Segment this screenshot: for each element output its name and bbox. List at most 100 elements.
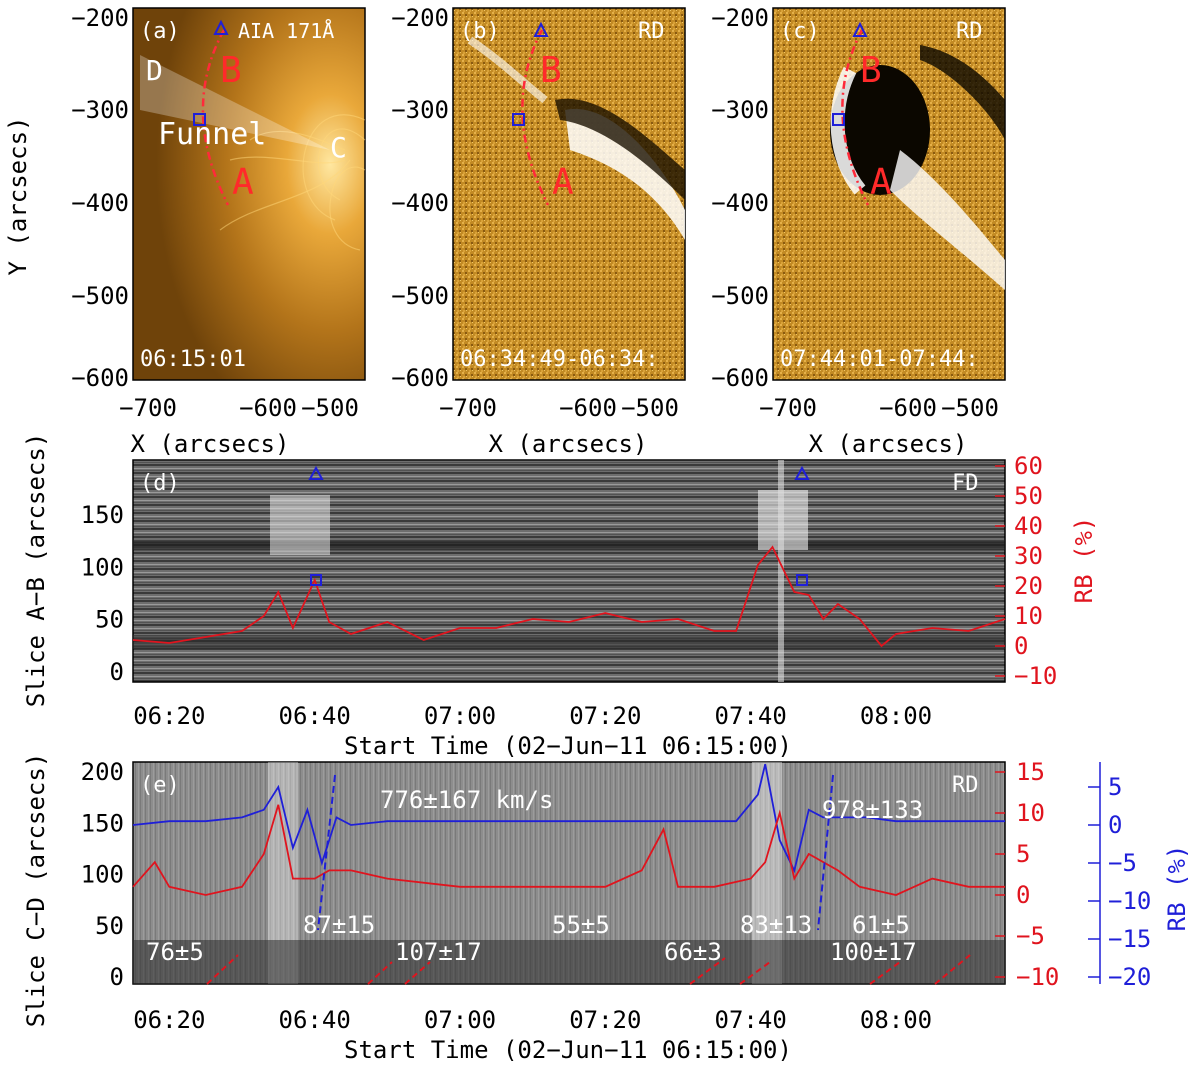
- top-y-tick-label: −200: [711, 4, 769, 32]
- slow-wave-fits: [206, 954, 971, 985]
- panel-b-time: 06:34:49-06:34:: [460, 347, 659, 372]
- rb-curve-e-red: [132, 804, 1005, 896]
- rb-curve-d: [132, 545, 1006, 648]
- e-red-tick-label: 5: [1016, 840, 1030, 868]
- speed-slow-2: 87±15: [303, 911, 375, 939]
- d-y-tick-label: 50: [95, 606, 124, 634]
- top-y-tick-label: −600: [711, 364, 769, 392]
- label-c: C: [330, 131, 347, 164]
- dark-band: [133, 540, 1005, 550]
- top-y-tick-label: −400: [71, 189, 129, 217]
- e-blue-tick-label: 5: [1108, 773, 1122, 801]
- d-right-tick-label: 0: [1014, 632, 1028, 660]
- time-tick-label: 07:00: [424, 702, 496, 730]
- panel-b-image: [452, 7, 686, 381]
- top-y-tick-label: −400: [711, 189, 769, 217]
- top-y-tick-label: −300: [711, 96, 769, 124]
- time-tick-label: 07:20: [569, 702, 641, 730]
- d-time-label: Start Time (02−Jun−11 06:15:00): [344, 732, 792, 760]
- e-y-tick-label: 200: [81, 758, 124, 786]
- square-marker-b: [512, 113, 525, 126]
- fast-wave-fit-1: [317, 774, 336, 931]
- e-y-tick-label: 100: [81, 861, 124, 889]
- bright-front-c: [890, 150, 1005, 290]
- panel-e-title: RD: [952, 773, 979, 798]
- time-tick-label: 06:40: [279, 1006, 351, 1034]
- triangle-marker-d2: [794, 465, 810, 480]
- time-tick-label: 07:20: [569, 1006, 641, 1034]
- d-y-ticks: 0 50 100 150: [81, 501, 124, 686]
- panel-a-tag: (a): [140, 19, 180, 44]
- loop-arcs: [219, 114, 366, 251]
- label-a-c: A: [870, 162, 892, 203]
- e-red-tick-label: −10: [1016, 963, 1059, 991]
- e-red-tick-label: 15: [1016, 758, 1045, 786]
- top-x-tick-label: −700: [119, 394, 177, 422]
- e-right-blue-label: RB (%): [1163, 845, 1191, 932]
- time-tick-label: 06:20: [133, 1006, 205, 1034]
- bright-front: [565, 108, 685, 241]
- d-right-tick-label: 50: [1014, 482, 1043, 510]
- time-tick-label: 07:40: [715, 702, 787, 730]
- speed-slow-7: 61±5: [852, 911, 910, 939]
- e-y-tick-label: 0: [110, 963, 124, 991]
- e-blue-tick-label: −5: [1108, 849, 1137, 877]
- speed-fast-1: 776±167 km/s: [380, 786, 553, 814]
- e-y-tick-label: 50: [95, 912, 124, 940]
- triangle-marker-b: [533, 21, 549, 37]
- top-x-tick-label: −600: [559, 394, 617, 422]
- panel-c: (c) RD B A 07:44:01-07:44:: [772, 7, 1006, 381]
- triangle-marker-c: [852, 21, 868, 37]
- square-marker-c: [832, 113, 845, 126]
- time-tick-label: 08:00: [860, 1006, 932, 1034]
- top-x-label-a: X (arcsecs): [131, 430, 290, 458]
- e-blue-tick-label: −15: [1108, 925, 1151, 953]
- d-y-tick-label: 100: [81, 553, 124, 581]
- panel-e: (e) RD 776±167 km/s 978±133 76±5 87±15 1…: [132, 761, 1006, 985]
- top-y-tick-label: −600: [391, 364, 449, 392]
- top-x-tick-label: −600: [239, 394, 297, 422]
- top-x-label-b: X (arcsecs): [489, 430, 648, 458]
- panel-b-title: RD: [638, 19, 665, 44]
- top-y-tick-label: −300: [71, 96, 129, 124]
- fast-wave-fit-2: [817, 774, 834, 931]
- top-y-tick-label: −300: [391, 96, 449, 124]
- e-red-tick-label: 0: [1016, 881, 1030, 909]
- label-funnel: Funnel: [158, 117, 266, 152]
- panel-c-tag: (c): [780, 19, 820, 44]
- slice-ab-line-c: [841, 29, 870, 206]
- panel-b: (b) RD B A 06:34:49-06:34:: [452, 7, 686, 381]
- top-y-tick-label: −500: [711, 282, 769, 310]
- panel-d: (d) FD: [132, 459, 1006, 683]
- speed-slow-3: 107±17: [395, 938, 482, 966]
- funnel-sector: [140, 55, 330, 150]
- square-marker-d1: [310, 574, 322, 586]
- e-y-tick-label: 150: [81, 809, 124, 837]
- e-blue-tick-label: −20: [1108, 963, 1151, 991]
- speed-slow-8: 100±17: [830, 938, 917, 966]
- d-right-axis-label: RB (%): [1070, 517, 1098, 604]
- slice-ab-line-b: [521, 29, 550, 206]
- e-right-blue-ticks: −20 −15 −10 −5 0 5: [1088, 762, 1151, 991]
- d-right-tick-label: 40: [1014, 512, 1043, 540]
- panel-a-image: [132, 7, 366, 381]
- top-y-tick-label: −500: [391, 282, 449, 310]
- d-y-axis-label: Slice A−B (arcsecs): [22, 433, 50, 708]
- d-y-tick-label: 0: [110, 658, 124, 686]
- e-y-ticks: 0 50 100 150 200: [81, 758, 124, 991]
- e-blue-tick-label: 0: [1108, 811, 1122, 839]
- d-right-tick-label: 60: [1014, 452, 1043, 480]
- e-red-tick-label: −5: [1016, 922, 1045, 950]
- panel-a: (a) AIA 171Å D B Funnel C A 06:15:01: [132, 7, 366, 381]
- triangle-marker: [213, 19, 229, 35]
- top-y-tick-label: −600: [71, 364, 129, 392]
- d-right-tick-label: 20: [1014, 572, 1043, 600]
- time-tick-label: 06:20: [133, 702, 205, 730]
- speed-slow-1: 76±5: [146, 938, 204, 966]
- e-time-label: Start Time (02−Jun−11 06:15:00): [344, 1036, 792, 1064]
- speed-slow-5: 66±3: [664, 938, 722, 966]
- bright-patch-1: [270, 495, 330, 555]
- panel-a-title: AIA 171Å: [238, 19, 334, 43]
